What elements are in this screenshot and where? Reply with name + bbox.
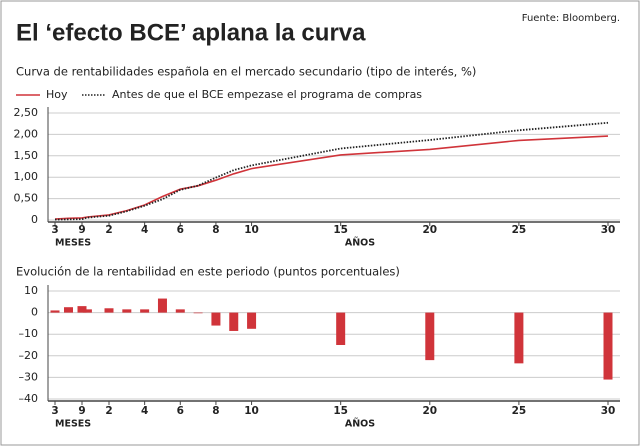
x-tick-label: 10 — [244, 224, 259, 236]
x-unit-label: MESES — [55, 419, 91, 430]
bar — [104, 308, 114, 313]
bar — [247, 312, 257, 329]
bar — [229, 312, 239, 331]
y-tick-label: –40 — [19, 392, 39, 405]
bar — [122, 309, 132, 313]
legend-label: Hoy — [46, 88, 68, 101]
chart-subtitle: Evolución de la rentabilidad en este per… — [16, 265, 400, 279]
x-tick-label: 8 — [212, 224, 219, 236]
bar — [603, 312, 613, 380]
y-tick-label: –30 — [19, 370, 39, 383]
x-tick-label: 3 — [51, 224, 58, 236]
x-tick-label: 15 — [333, 224, 348, 236]
chart-subtitle: Curva de rentabilidades española en el m… — [16, 65, 476, 79]
bar — [514, 312, 524, 364]
legend-label: Antes de que el BCE empezase el programa… — [112, 88, 422, 101]
x-tick-label: 2 — [105, 405, 112, 417]
y-tick-label: –20 — [19, 349, 39, 362]
x-unit-label: AÑOS — [345, 419, 375, 430]
series-line — [54, 121, 609, 221]
x-tick-label: 25 — [512, 224, 527, 236]
x-tick-label: 9 — [78, 405, 85, 417]
bar — [77, 306, 87, 313]
x-tick-label: 4 — [141, 224, 148, 236]
bar — [425, 312, 435, 361]
x-tick-label: 4 — [141, 405, 148, 417]
bar — [157, 298, 167, 313]
bar — [50, 310, 60, 313]
y-tick-label: 2,00 — [14, 127, 39, 140]
x-tick-label: 30 — [601, 224, 616, 236]
x-tick-label: 8 — [212, 405, 219, 417]
x-tick-label: 30 — [601, 405, 616, 417]
x-tick-label: 20 — [422, 224, 437, 236]
y-tick-label: 0,50 — [14, 192, 39, 205]
y-tick-label: 2,50 — [14, 106, 39, 119]
page-title: El ‘efecto BCE’ aplana la curva — [16, 19, 366, 46]
bar — [336, 312, 346, 345]
y-tick-label: 10 — [24, 284, 38, 297]
y-tick-label: 1,00 — [14, 170, 39, 183]
x-unit-label: AÑOS — [345, 238, 375, 249]
x-tick-label: 15 — [333, 405, 348, 417]
x-tick-label: 20 — [422, 405, 437, 417]
x-tick-label: 2 — [105, 224, 112, 236]
x-unit-label: MESES — [55, 238, 91, 249]
x-tick-label: 9 — [78, 224, 85, 236]
x-tick-label: 3 — [51, 405, 58, 417]
bar — [82, 309, 92, 313]
y-tick-label: 1,50 — [14, 149, 39, 162]
bar — [193, 312, 203, 314]
x-tick-label: 6 — [177, 224, 184, 236]
x-tick-label: 6 — [177, 405, 184, 417]
bar — [140, 309, 150, 313]
bar — [175, 309, 185, 313]
y-tick-label: –10 — [19, 327, 39, 340]
y-tick-label: 0 — [31, 213, 38, 226]
bar — [211, 312, 221, 326]
x-tick-label: 25 — [512, 405, 527, 417]
x-tick-label: 10 — [244, 405, 259, 417]
source: Fuente: Bloomberg. — [522, 13, 620, 24]
y-tick-label: 0 — [31, 306, 38, 319]
bar — [64, 307, 73, 313]
